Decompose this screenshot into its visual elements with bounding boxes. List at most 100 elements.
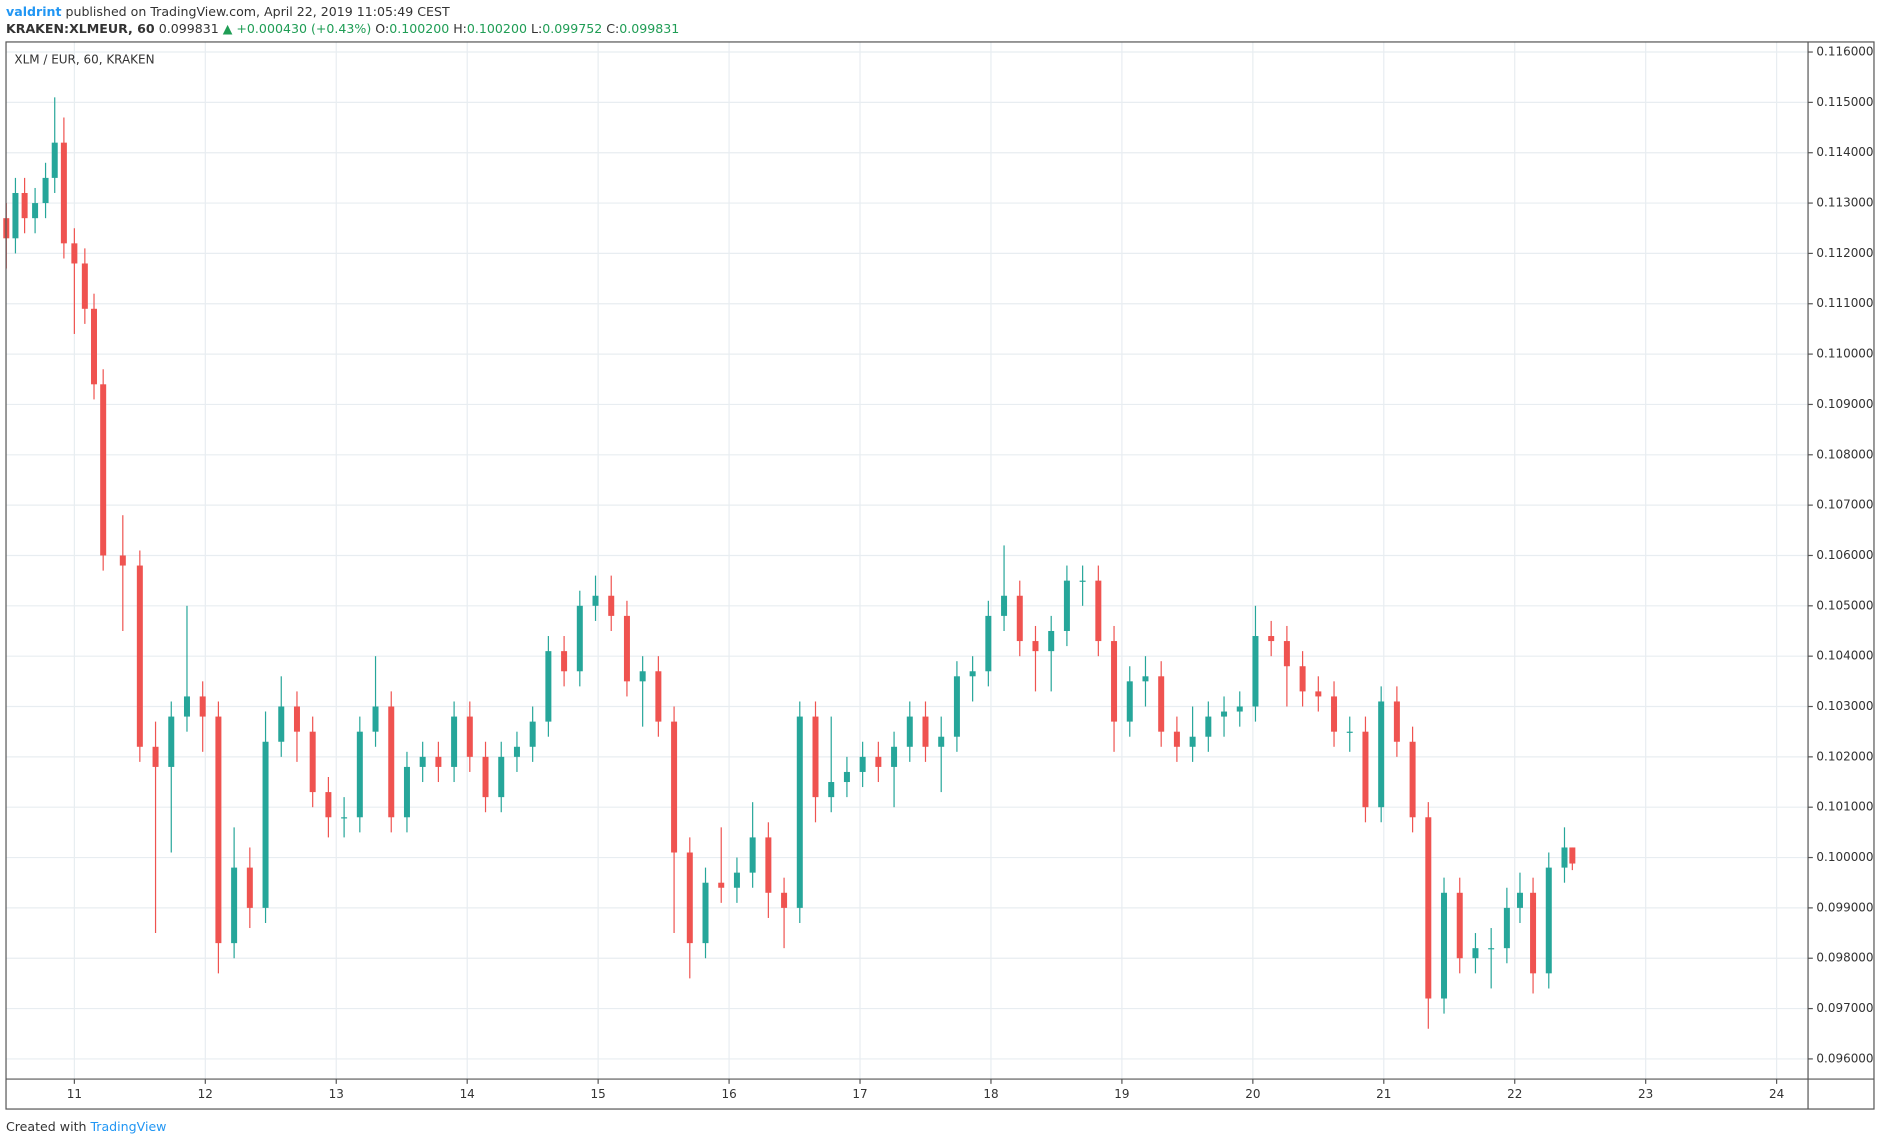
symbol: KRAKEN:XLMEUR, 60 [6,20,155,35]
y-tick-label: 0.108000 [1816,447,1873,461]
candle-body [1252,636,1259,707]
o-label: O: [375,20,389,35]
candle-body [51,142,58,178]
header-line: valdrint published on TradingView.com, A… [6,3,450,18]
candle-body [71,243,78,264]
published: published on TradingView.com, April 22, … [66,3,451,18]
chart-title: XLM / EUR, 60, KRAKEN [14,52,154,66]
candle-body [1016,595,1023,642]
y-tick-label: 0.111000 [1816,296,1873,310]
candle-body [482,756,489,798]
author[interactable]: valdrint [6,3,61,18]
candle-body [733,872,740,888]
candle-body [403,766,410,818]
candle-body [1126,681,1133,722]
y-tick-label: 0.096000 [1816,1051,1873,1065]
candle-body [1441,892,1448,999]
x-tick-label: 20 [1245,1087,1260,1101]
y-tick-label: 0.104000 [1816,649,1873,663]
candle-body [435,756,442,767]
candle-body [985,615,992,672]
candle-body [576,605,583,672]
candle-body [513,746,520,757]
footer-brand[interactable]: TradingView [89,1119,166,1134]
candle-body [356,731,363,818]
candle-body [953,676,960,737]
candle-body [199,696,206,717]
last-price: 0.099831 [159,20,219,35]
x-tick-label: 18 [983,1087,998,1101]
x-tick-label: 22 [1507,1087,1522,1101]
symbol-line: KRAKEN:XLMEUR, 60 0.099831 ▲ +0.000430 (… [6,20,679,35]
candle-body [545,651,552,722]
candle-body [168,716,175,767]
candle-body [183,696,190,717]
candle-body [1189,736,1196,747]
x-tick-label: 12 [198,1087,213,1101]
candle-body [938,736,945,747]
candle-body [293,706,300,732]
candle-body [60,142,67,244]
y-tick-label: 0.110000 [1816,347,1873,361]
candle-body [1393,701,1400,742]
candle-body [781,892,788,908]
x-tick-label: 24 [1769,1087,1784,1101]
h-value: 0.100200 [467,20,527,35]
candle-body [1299,666,1306,692]
candle-body [42,177,49,204]
y-tick-label: 0.109000 [1816,397,1873,411]
candle-body [1205,716,1212,737]
x-tick-label: 14 [460,1087,475,1101]
candle-body [1425,817,1432,999]
candle-body [1472,948,1479,959]
y-tick-label: 0.097000 [1816,1001,1873,1015]
candle-body [1331,696,1338,732]
candle-body [1032,641,1039,652]
footer: Created with TradingView [6,1119,166,1134]
candle-body [1158,676,1165,732]
candle-body [749,837,756,873]
candle-body [1569,847,1576,864]
y-tick-label: 0.115000 [1816,95,1873,109]
candle-body [1173,731,1180,747]
candle-body [91,308,98,385]
footer-text: Created with [6,1119,86,1134]
candle-body [1268,636,1275,642]
c-value: 0.099831 [619,20,679,35]
candle-body [1048,630,1055,652]
y-tick-label: 0.098000 [1816,951,1873,965]
candle-body [1001,595,1008,616]
candle-body [1283,641,1290,667]
candle-body [529,721,536,747]
y-tick-label: 0.112000 [1816,246,1873,260]
candle-body [246,867,253,908]
candle-body [1545,867,1552,974]
candle-body [561,651,568,672]
change: ▲ +0.000430 (+0.43%) [223,20,372,35]
candles [3,97,1576,1029]
candle-body [215,716,222,944]
candle-body [1516,892,1523,908]
candle-body [372,706,379,732]
candle-body [12,192,19,239]
candle-body [1530,892,1537,974]
o-value: 0.100200 [389,20,449,35]
x-tick-label: 23 [1638,1087,1653,1101]
candle-body [875,756,882,767]
candle-body [812,716,819,798]
x-tick-label: 11 [67,1087,82,1101]
candle-body [922,716,929,747]
candle-body [891,746,898,767]
candle-body [718,882,725,888]
y-tick-label: 0.106000 [1816,548,1873,562]
candle-body [325,792,332,818]
candle-body [655,671,662,722]
candle-body [1378,701,1385,808]
candle-body [1503,907,1510,949]
candle-body [828,782,835,798]
candle-body [1315,691,1322,697]
x-tick-label: 17 [852,1087,867,1101]
